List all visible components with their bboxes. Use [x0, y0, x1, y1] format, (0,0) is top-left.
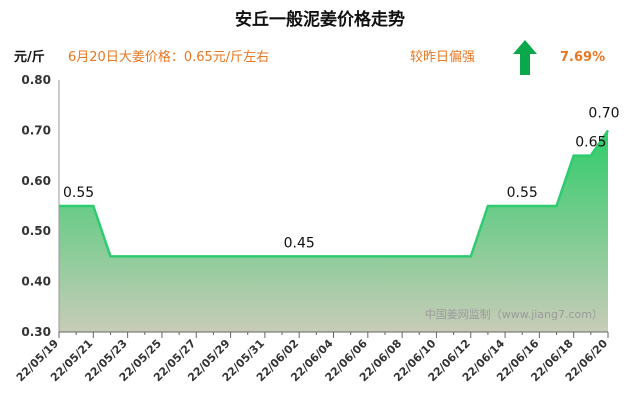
- y-tick-label: 0.30: [21, 325, 51, 339]
- price-line: [59, 129, 610, 258]
- y-unit-label: 元/斤: [14, 49, 45, 65]
- up-arrow-icon: [513, 40, 537, 75]
- price-area: [59, 130, 608, 332]
- data-labels: 0.55 0.45 0.55 0.65 0.70: [63, 105, 620, 251]
- y-tick-label: 0.40: [21, 275, 51, 289]
- data-label: 0.65: [575, 135, 606, 151]
- y-tick-label: 0.70: [21, 123, 51, 137]
- y-tick-label: 0.60: [21, 174, 51, 188]
- data-label: 0.45: [284, 235, 315, 251]
- compare-label: 较昨日偏强: [410, 50, 475, 65]
- watermark: 中国姜网监制（www.jiang7.com）: [425, 307, 603, 321]
- x-axis: 22/05/1922/05/2122/05/2322/05/2522/05/27…: [14, 331, 610, 384]
- plot-area: [59, 129, 610, 332]
- y-tick-label: 0.50: [21, 224, 51, 238]
- data-label: 0.70: [588, 105, 619, 121]
- price-note: 6月20日大姜价格：0.65元/斤左右: [68, 49, 269, 65]
- compare-pct: 7.69%: [560, 50, 605, 65]
- data-label: 0.55: [507, 185, 538, 201]
- y-tick-label: 0.80: [21, 73, 51, 87]
- data-label: 0.55: [63, 185, 94, 201]
- chart-title: 安丘一般泥姜价格走势: [235, 9, 405, 30]
- y-axis: 0.30 0.40 0.50 0.60 0.70 0.80: [21, 73, 60, 339]
